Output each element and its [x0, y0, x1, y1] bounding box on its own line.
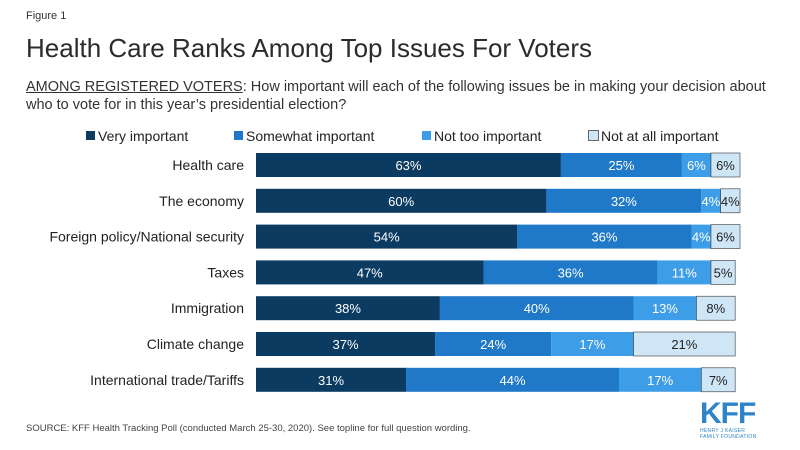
- data-label-climate-change-not-at-all-important: 21%: [671, 337, 697, 352]
- data-label-foreign-policy-national-security-somewhat-important: 36%: [591, 230, 617, 245]
- legend-label-not-at-all-important: Not at all important: [601, 128, 719, 144]
- bar-health-care-not-at-all-important: [710, 152, 741, 178]
- data-label-taxes-not-too-important: 11%: [672, 265, 697, 280]
- legend-swatch-not-too-important: [422, 131, 431, 140]
- category-label-foreign-policy-national-security: Foreign policy/National security: [49, 229, 244, 245]
- data-label-taxes-very-important: 47%: [357, 265, 383, 280]
- bar-the-economy-not-too-important: [701, 188, 721, 213]
- data-label-international-trade-tariffs-very-important: 31%: [318, 373, 344, 388]
- bar-immigration-somewhat-important: [439, 296, 634, 321]
- bar-the-economy-somewhat-important: [546, 188, 702, 213]
- legend-swatch-very-important: [86, 131, 95, 140]
- data-label-climate-change-somewhat-important: 24%: [480, 337, 506, 352]
- data-label-international-trade-tariffs-somewhat-important: 44%: [500, 373, 526, 388]
- subtitle-lead: AMONG REGISTERED VOTERS: [26, 79, 243, 95]
- data-label-climate-change-very-important: 37%: [333, 337, 359, 352]
- bar-foreign-policy-national-security-somewhat-important: [517, 224, 692, 249]
- bar-immigration-not-at-all-important: [696, 295, 736, 321]
- data-label-immigration-somewhat-important: 40%: [524, 301, 550, 316]
- legend-item-not-too-important: Not too important: [422, 128, 541, 144]
- bar-immigration-not-too-important: [633, 296, 697, 321]
- bar-immigration-very-important: [256, 296, 440, 321]
- data-label-foreign-policy-national-security-very-important: 54%: [374, 230, 400, 245]
- chart-subtitle: AMONG REGISTERED VOTERS: How important w…: [26, 78, 776, 114]
- bar-international-trade-tariffs-very-important: [256, 367, 407, 392]
- data-label-health-care-not-too-important: 6%: [687, 158, 706, 173]
- kff-logo: KFF HENRY J KAISER FAMILY FOUNDATION: [700, 397, 790, 442]
- category-label-the-economy: The economy: [159, 193, 244, 209]
- bar-foreign-policy-national-security-very-important: [256, 224, 518, 249]
- legend-swatch-not-at-all-important: [588, 130, 599, 141]
- data-label-foreign-policy-national-security-not-at-all-important: 6%: [716, 230, 735, 245]
- bar-international-trade-tariffs-not-too-important: [619, 367, 702, 392]
- data-label-immigration-very-important: 38%: [335, 301, 361, 316]
- bar-taxes-very-important: [256, 260, 484, 285]
- source-note: SOURCE: KFF Health Tracking Poll (conduc…: [26, 423, 471, 434]
- figure-label: Figure 1: [26, 10, 67, 22]
- bar-taxes-somewhat-important: [483, 260, 658, 285]
- bar-foreign-policy-national-security-not-too-important: [691, 224, 711, 249]
- bar-health-care-somewhat-important: [560, 153, 682, 177]
- bar-international-trade-tariffs-somewhat-important: [406, 367, 619, 392]
- data-label-the-economy-somewhat-important: 32%: [611, 194, 637, 209]
- category-label-immigration: Immigration: [171, 300, 244, 316]
- logo-wordmark: KFF: [700, 397, 756, 430]
- legend-swatch-somewhat-important: [234, 131, 243, 140]
- data-label-international-trade-tariffs-not-at-all-important: 7%: [709, 373, 728, 388]
- bar-international-trade-tariffs-not-at-all-important: [700, 367, 736, 393]
- data-label-the-economy-very-important: 60%: [388, 194, 414, 209]
- data-label-taxes-not-at-all-important: 5%: [714, 265, 733, 280]
- chart-title: Health Care Ranks Among Top Issues For V…: [26, 33, 593, 63]
- subtitle-question: : How important will each of the followi…: [26, 79, 766, 113]
- bar-climate-change-not-too-important: [551, 332, 634, 356]
- data-label-climate-change-not-too-important: 17%: [579, 337, 605, 352]
- data-label-health-care-not-at-all-important: 6%: [716, 158, 735, 173]
- logo-tagline-2: FAMILY FOUNDATION: [700, 434, 757, 440]
- category-label-taxes: Taxes: [207, 264, 244, 280]
- bar-health-care-very-important: [256, 153, 561, 177]
- category-label-health-care: Health care: [172, 157, 244, 173]
- logo-tagline-1: HENRY J KAISER: [700, 428, 746, 434]
- data-label-taxes-somewhat-important: 36%: [558, 265, 584, 280]
- bar-foreign-policy-national-security-not-at-all-important: [710, 224, 741, 249]
- legend-item-very-important: Very important: [86, 128, 188, 144]
- bar-taxes-not-too-important: [657, 260, 711, 285]
- bar-taxes-not-at-all-important: [710, 260, 736, 285]
- bar-health-care-not-too-important: [681, 153, 711, 177]
- bar-the-economy-very-important: [256, 188, 547, 213]
- legend-item-not-at-all-important: Not at all important: [588, 128, 719, 144]
- legend-item-somewhat-important: Somewhat important: [234, 128, 374, 144]
- category-label-climate-change: Climate change: [147, 336, 244, 352]
- data-label-health-care-very-important: 63%: [395, 158, 421, 173]
- data-label-immigration-not-too-important: 13%: [652, 301, 678, 316]
- bar-climate-change-very-important: [256, 332, 436, 356]
- bar-climate-change-not-at-all-important: [633, 331, 736, 357]
- data-label-the-economy-not-too-important: 4%: [702, 194, 721, 209]
- data-label-health-care-somewhat-important: 25%: [608, 158, 634, 173]
- bar-the-economy-not-at-all-important: [720, 188, 741, 214]
- legend-label-very-important: Very important: [98, 128, 189, 144]
- data-label-international-trade-tariffs-not-too-important: 17%: [647, 373, 673, 388]
- data-label-the-economy-not-at-all-important: 4%: [721, 194, 740, 209]
- data-label-immigration-not-at-all-important: 8%: [706, 301, 725, 316]
- bar-climate-change-somewhat-important: [435, 332, 552, 356]
- legend-label-somewhat-important: Somewhat important: [246, 128, 375, 144]
- category-label-international-trade-tariffs: International trade/Tariffs: [90, 372, 244, 388]
- data-label-foreign-policy-national-security-not-too-important: 4%: [692, 230, 711, 245]
- legend-label-not-too-important: Not too important: [434, 128, 542, 144]
